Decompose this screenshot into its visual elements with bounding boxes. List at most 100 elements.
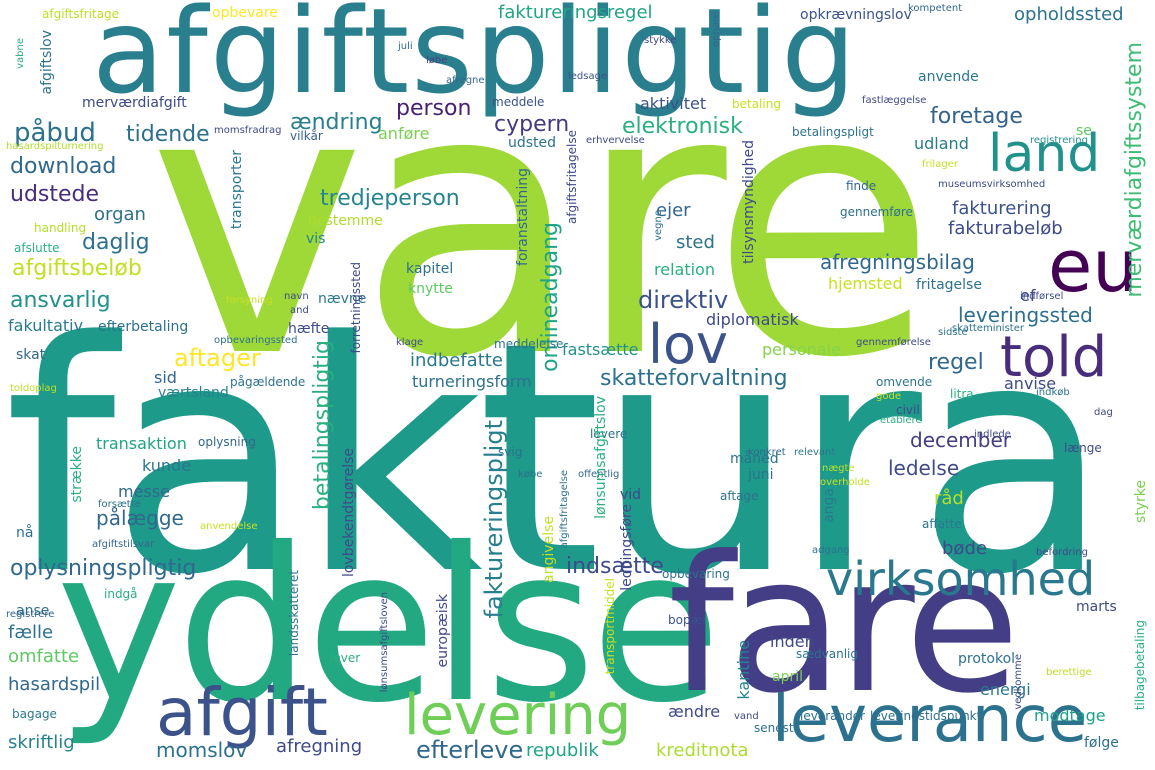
- word-fakultativ: fakultativ: [8, 316, 84, 335]
- word-erhvervelse: erhvervelse: [586, 135, 645, 146]
- word-omfatte: omfatte: [8, 646, 80, 667]
- word-lov: lov: [648, 313, 728, 376]
- word-ejer: ejer: [656, 200, 691, 221]
- word-registrere: registrere: [6, 609, 55, 620]
- word-tidende: tidende: [126, 122, 210, 147]
- word-oplysningspligtig: oplysningspligtig: [10, 556, 197, 581]
- word-ledningsføre: ledningsføre: [619, 504, 635, 591]
- word-råd: råd: [934, 488, 964, 509]
- word-købe: købe: [518, 469, 543, 480]
- word-aftage: aftage: [720, 489, 759, 503]
- word-måned: måned: [730, 451, 779, 467]
- word-betalingspligt: betalingspligt: [792, 125, 874, 139]
- word-anvise: anvise: [1004, 374, 1057, 393]
- word-kompetent: kompetent: [908, 3, 963, 14]
- word-momslov: momslov: [156, 738, 248, 762]
- word-længe: længe: [1064, 441, 1102, 455]
- word-tilsynsmyndighed: tilsynsmyndighed: [741, 140, 757, 264]
- word-omvende: omvende: [876, 375, 933, 389]
- word-ændre: ændre: [668, 702, 721, 721]
- word-indbefatte: indbefatte: [410, 350, 503, 371]
- word-efterleve: efterleve: [416, 736, 524, 764]
- word-nægte: nægte: [822, 463, 855, 474]
- word-ydelse: ydelse: [56, 502, 721, 749]
- word-betalingspligtig: betalingspligtig: [310, 340, 335, 511]
- word-afregningsbilag: afregningsbilag: [820, 250, 975, 274]
- word-museumsvirksomhed: museumsvirksomhed: [938, 179, 1046, 190]
- word-bagage: bagage: [12, 707, 57, 721]
- word-vid: vid: [620, 487, 642, 503]
- word-republik: republik: [526, 740, 599, 761]
- word-december: december: [910, 428, 1012, 452]
- word-fakturabeløb: fakturabeløb: [948, 218, 1063, 239]
- word-meddele: meddele: [492, 95, 545, 109]
- word-turneringsform: turneringsform: [412, 372, 532, 391]
- word-relation: relation: [654, 260, 715, 279]
- word-opkrævningslov: opkrævningslov: [800, 7, 912, 23]
- word-udsted: udsted: [508, 135, 557, 151]
- word-sted: sted: [676, 232, 715, 253]
- word-anføre: anføre: [378, 124, 430, 143]
- word-gennemførelse: gennemførelse: [856, 337, 931, 348]
- word-landsskatteret: landsskatteret: [287, 570, 301, 657]
- word-afregning: afregning: [276, 736, 363, 757]
- word-leveringstidspunkt: leveringstidspunkt: [870, 709, 982, 723]
- word-anse: anse: [16, 603, 50, 619]
- word-kunde: kunde: [142, 456, 192, 475]
- word-momsfradrag: momsfradrag: [214, 125, 282, 136]
- word-ansvarlig: ansvarlig: [10, 288, 111, 313]
- word-pålægge: pålægge: [96, 506, 184, 530]
- word-nævne: nævne: [318, 291, 367, 307]
- word-daglig: daglig: [82, 230, 150, 255]
- word-direktiv: direktiv: [638, 286, 729, 314]
- word-merværdiafgiftssystem: merværdiafgiftssystem: [1122, 42, 1147, 298]
- word-kantine: kantine: [734, 640, 753, 700]
- word-lovbekendtgørelse: lovbekendtgørelse: [341, 448, 357, 578]
- word-afgiftspligtig: afgiftspligtig: [92, 0, 859, 120]
- word-styrke: styrke: [1133, 480, 1149, 524]
- word-affatte: affatte: [922, 517, 962, 531]
- word-afgiftstilsvar: afgiftstilsvar: [92, 539, 155, 550]
- word-transportmiddel: transportmiddel: [603, 578, 617, 675]
- word-hasardspilturnering: hasardspilturnering: [6, 141, 104, 152]
- word-elektronisk: elektronisk: [622, 114, 743, 139]
- word-kreditnota: kreditnota: [656, 740, 749, 761]
- word-ledelse: ledelse: [888, 456, 960, 480]
- word-aktivitet: aktivitet: [640, 94, 707, 113]
- word-lønsumsafgiftsloven: lønsumsafgiftsloven: [379, 592, 390, 693]
- word-sid: sid: [154, 368, 177, 387]
- word-leverance: leverance: [772, 683, 1088, 757]
- word-meddelelse: meddelelse: [494, 337, 564, 351]
- word-anvendelse: anvendelse: [200, 521, 258, 532]
- word-bøde: bøde: [942, 538, 987, 559]
- word-juli: juli: [398, 41, 413, 52]
- word-vare: vare: [148, 9, 937, 438]
- word-marts: marts: [1076, 599, 1117, 615]
- word-aftager: aftager: [174, 344, 261, 372]
- word-person: person: [396, 96, 472, 121]
- word-leverandør: leverandør: [800, 709, 865, 723]
- word-betaling: betaling: [732, 97, 781, 111]
- word-fastlæggelse: fastlæggelse: [862, 95, 927, 106]
- word-vis: vis: [306, 231, 326, 247]
- word-ledsage: ledsage: [568, 71, 608, 82]
- word-offentlig: offentlig: [578, 469, 620, 480]
- word-ef: ef: [1020, 286, 1036, 305]
- word-knytte: knytte: [408, 281, 453, 297]
- word-klage: klage: [396, 337, 424, 348]
- word-oplysning: oplysning: [198, 435, 256, 449]
- word-forsætte: forsætte: [98, 499, 141, 510]
- word-europæisk: europæisk: [435, 594, 451, 668]
- word-indgå: indgå: [104, 587, 138, 601]
- word-sidste: sidste: [938, 327, 968, 338]
- word-opbevaring: opbevaring: [662, 567, 730, 581]
- word-merværdiafgift: merværdiafgift: [82, 95, 187, 111]
- word-ophøre: ophøre: [711, 12, 722, 47]
- word-lever: lever: [330, 651, 361, 665]
- word-afgiftsfritagelse: afgiftsfritagelse: [565, 130, 579, 225]
- word-fritagelse: fritagelse: [916, 277, 982, 293]
- word-cypern: cypern: [494, 112, 570, 137]
- word-berettige: berettige: [1046, 667, 1092, 678]
- word-regel: regel: [928, 350, 984, 375]
- word-strække: strække: [69, 446, 85, 503]
